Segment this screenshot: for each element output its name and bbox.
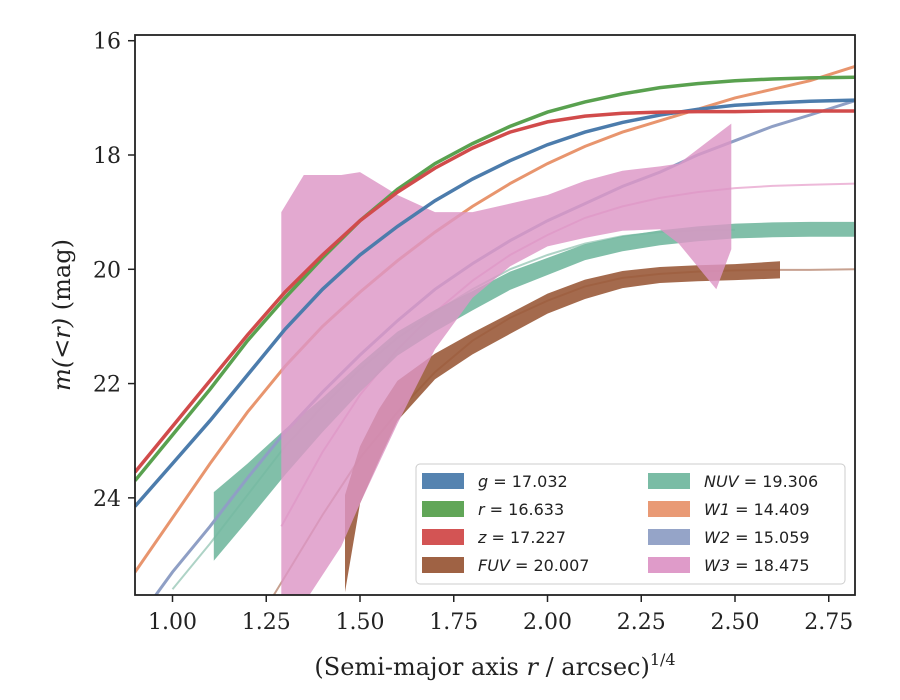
legend-swatch-W3 [648,557,690,573]
x-tick-label: 2.75 [804,610,853,635]
legend-swatch-r [422,501,464,517]
legend-box [415,463,846,585]
legend-label-z: z = 17.227 [477,528,566,547]
series-line-g [135,98,855,508]
legend-label-g: g = 17.032 [478,472,568,491]
legend-label-FUV: FUV = 20.007 [478,556,589,575]
x-axis-label: (Semi-major axis r / arcsec)1/4 [314,650,675,681]
series-line-W1 [135,64,855,573]
legend-swatch-FUV [422,557,464,573]
y-axis-ticks: 16 18 20 22 24 [93,30,135,512]
x-tick-label: 2.50 [711,610,760,635]
y-tick-label: 20 [93,258,121,283]
legend-swatch-W2 [648,529,690,545]
legend-swatch-W1 [648,501,690,517]
legend: g = 17.032 r = 16.633 z = 17.227 FUV = 20.0… [415,463,846,585]
legend-label-W1: W1 = 14.409 [704,500,810,519]
y-tick-label: 22 [93,373,121,398]
y-axis-label: m(<r) (mag) [48,239,76,391]
legend-swatch-NUV [648,473,690,489]
series-line-z [135,109,855,474]
data-layer [135,64,855,595]
legend-label-W3: W3 = 18.475 [704,556,810,575]
y-tick-label: 18 [93,144,121,169]
legend-swatch-g [422,473,464,489]
plot-frame [134,34,856,596]
x-axis-ticks: 1.00 1.25 1.50 1.75 2.00 2.25 2.50 2.75 [148,595,853,635]
x-tick-label: 1.25 [242,610,291,635]
x-tick-label: 2.00 [523,610,572,635]
legend-label-r: r = 16.633 [478,500,564,519]
x-tick-label: 1.00 [148,610,197,635]
y-tick-label: 24 [93,487,121,512]
legend-swatch-z [422,529,464,545]
series-line-r [135,75,855,482]
legend-label-W2: W2 = 15.059 [704,528,810,547]
x-tick-label: 1.75 [429,610,478,635]
series-band-W3 [281,123,732,595]
x-tick-label: 1.50 [336,610,385,635]
series-band-FUV [345,261,780,593]
legend-label-NUV: NUV = 19.306 [704,472,818,491]
y-tick-label: 16 [93,30,121,55]
x-tick-label: 2.25 [617,610,666,635]
